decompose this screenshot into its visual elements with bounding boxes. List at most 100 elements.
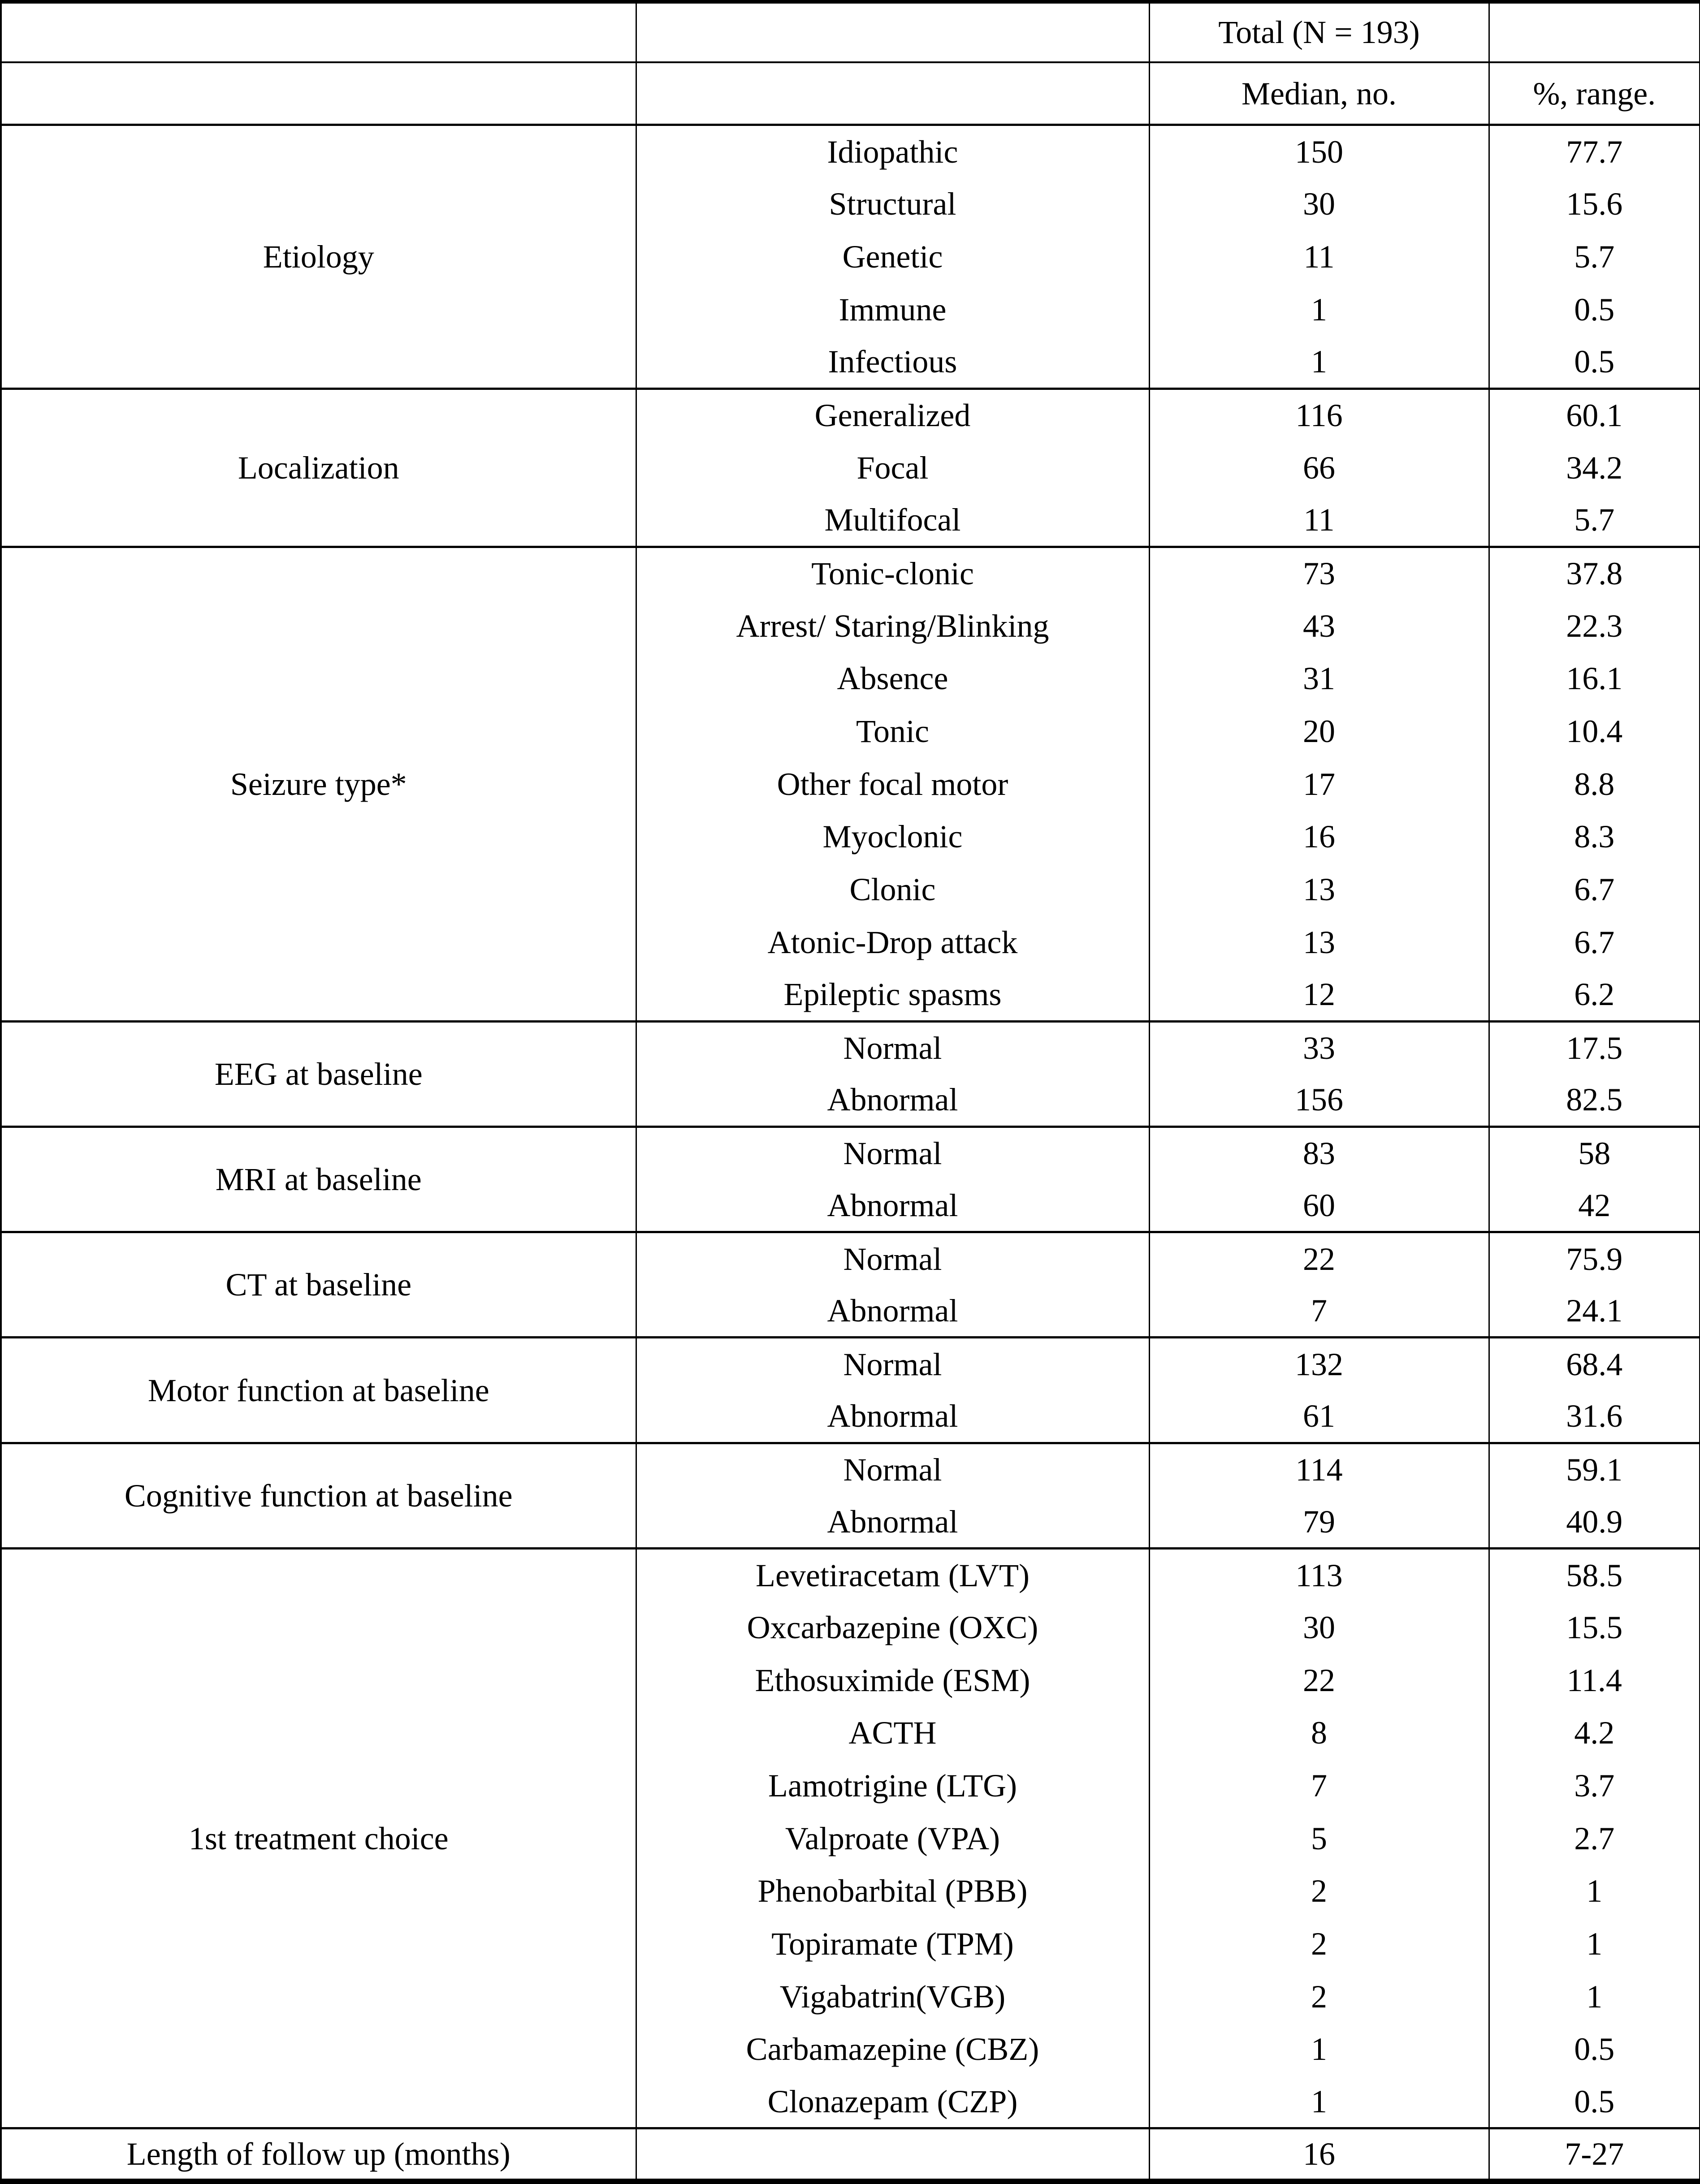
table-row: Lamotrigine (LTG) 7 3.7 [1,1759,1700,1812]
item-count: 150 [1148,124,1490,178]
item-percent: 1 [1488,1970,1700,2023]
item-label [635,2127,1150,2181]
item-count: 8 [1148,1706,1490,1760]
item-percent: 11.4 [1488,1653,1700,1707]
item-count: 31 [1148,652,1490,705]
item-count: 2 [1148,1917,1490,1970]
table-row: Atonic-Drop attack 13 6.7 [1,915,1700,969]
table-row: Cognitive function at baseline Normal 114 5… [0,1442,1700,1549]
table-row: Infectious 1 0.5 [1,336,1700,389]
item-count: 30 [1148,1601,1490,1654]
table-row: Carbamazepine (CBZ) 1 0.5 [1,2023,1700,2076]
item-label: Topiramate (TPM) [635,1917,1150,1970]
table-row: Myoclonic 16 8.3 [1,810,1700,863]
item-count: 2 [1148,1865,1490,1918]
item-label: Atonic-Drop attack [635,915,1150,969]
item-label: Normal [635,1020,1150,1074]
header-empty-cell [1488,2,1700,63]
item-percent: 82.5 [1488,1074,1700,1127]
item-label: Other focal motor [635,757,1150,811]
item-percent: 22.3 [1488,599,1700,652]
item-label: Structural [635,177,1150,231]
table-row: Clonazepam (CZP) 1 0.5 [1,2076,1700,2128]
item-count: 1 [1148,336,1490,389]
item-count: 1 [1148,2076,1490,2128]
item-label: Tonic [635,705,1150,758]
table-row: Length of follow up (months) 16 7-27 [0,2127,1700,2181]
item-label: Generalized [635,387,1150,441]
table-row: Clonic 13 6.7 [1,863,1700,916]
item-label: Abnormal [635,1390,1150,1443]
item-percent: 59.1 [1488,1442,1700,1496]
item-label: Carbamazepine (CBZ) [635,2023,1150,2076]
table-row: Structural 30 15.6 [1,177,1700,231]
table-row: Abnormal 156 82.5 [1,1074,1700,1127]
item-label: Abnormal [635,1495,1150,1549]
table-row: Arrest/ Staring/Blinking 43 22.3 [1,599,1700,652]
item-percent: 7-27 [1488,2127,1700,2181]
item-count: 2 [1148,1970,1490,2023]
item-percent: 1 [1488,1865,1700,1918]
table-row: Genetic 11 5.7 [1,230,1700,283]
header-empty-cell [0,2,637,63]
item-count: 16 [1148,2127,1490,2181]
table-row: Phenobarbital (PBB) 2 1 [1,1865,1700,1918]
table-row: Epileptic spasms 12 6.2 [1,968,1700,1022]
table-row: Etiology Idiopathic 150 77.7 [0,124,1700,389]
item-count: 60 [1148,1179,1490,1232]
item-label: Epileptic spasms [635,968,1150,1022]
item-percent: 58 [1488,1125,1700,1180]
header-total-cell: Total (N = 193) [1148,2,1490,63]
item-percent: 8.8 [1488,757,1700,811]
item-percent: 68.4 [1488,1336,1700,1390]
table-row: Multifocal 11 5.7 [1,494,1700,547]
item-percent: 75.9 [1488,1231,1700,1285]
item-label: Myoclonic [635,810,1150,863]
table-row: Valproate (VPA) 5 2.7 [1,1812,1700,1865]
item-label: ACTH [635,1706,1150,1760]
header-row-columns: Median, no. %, range. [0,62,1700,126]
item-label: Abnormal [635,1074,1150,1127]
item-percent: 0.5 [1488,2076,1700,2128]
section-label: EEG at baseline [0,1020,637,1127]
item-label: Abnormal [635,1179,1150,1232]
table-row: MRI at baseline Normal 83 58 [0,1125,1700,1232]
section-label: MRI at baseline [0,1125,637,1232]
item-percent: 3.7 [1488,1759,1700,1812]
item-label: Focal [635,441,1150,494]
item-count: 30 [1148,177,1490,231]
item-percent: 15.6 [1488,177,1700,231]
header-empty-cell [0,62,637,126]
table-row: Abnormal 7 24.1 [1,1285,1700,1338]
table-row: Vigabatrin(VGB) 2 1 [1,1970,1700,2023]
item-count: 12 [1148,968,1490,1022]
item-percent: 6.7 [1488,863,1700,916]
header-empty-cell [635,2,1150,63]
item-percent: 6.7 [1488,915,1700,969]
item-percent: 1 [1488,1917,1700,1970]
section-label: Etiology [0,124,637,389]
item-percent: 34.2 [1488,441,1700,494]
table-row: Tonic 20 10.4 [1,705,1700,758]
item-percent: 2.7 [1488,1812,1700,1865]
item-count: 83 [1148,1125,1490,1180]
item-label: Absence [635,652,1150,705]
item-label: Genetic [635,230,1150,283]
section-label: 1st treatment choice [0,1547,637,2128]
item-count: 1 [1148,283,1490,336]
item-percent: 31.6 [1488,1390,1700,1443]
item-percent: 58.5 [1488,1547,1700,1601]
item-count: 156 [1148,1074,1490,1127]
item-count: 13 [1148,915,1490,969]
table-row: Other focal motor 17 8.8 [1,757,1700,811]
item-percent: 42 [1488,1179,1700,1232]
item-percent: 10.4 [1488,705,1700,758]
item-count: 132 [1148,1336,1490,1390]
table-row: Localization Generalized 116 60.1 [0,387,1700,547]
item-label: Ethosuximide (ESM) [635,1653,1150,1707]
item-percent: 6.2 [1488,968,1700,1022]
item-percent: 0.5 [1488,283,1700,336]
item-label: Infectious [635,336,1150,389]
item-count: 114 [1148,1442,1490,1496]
